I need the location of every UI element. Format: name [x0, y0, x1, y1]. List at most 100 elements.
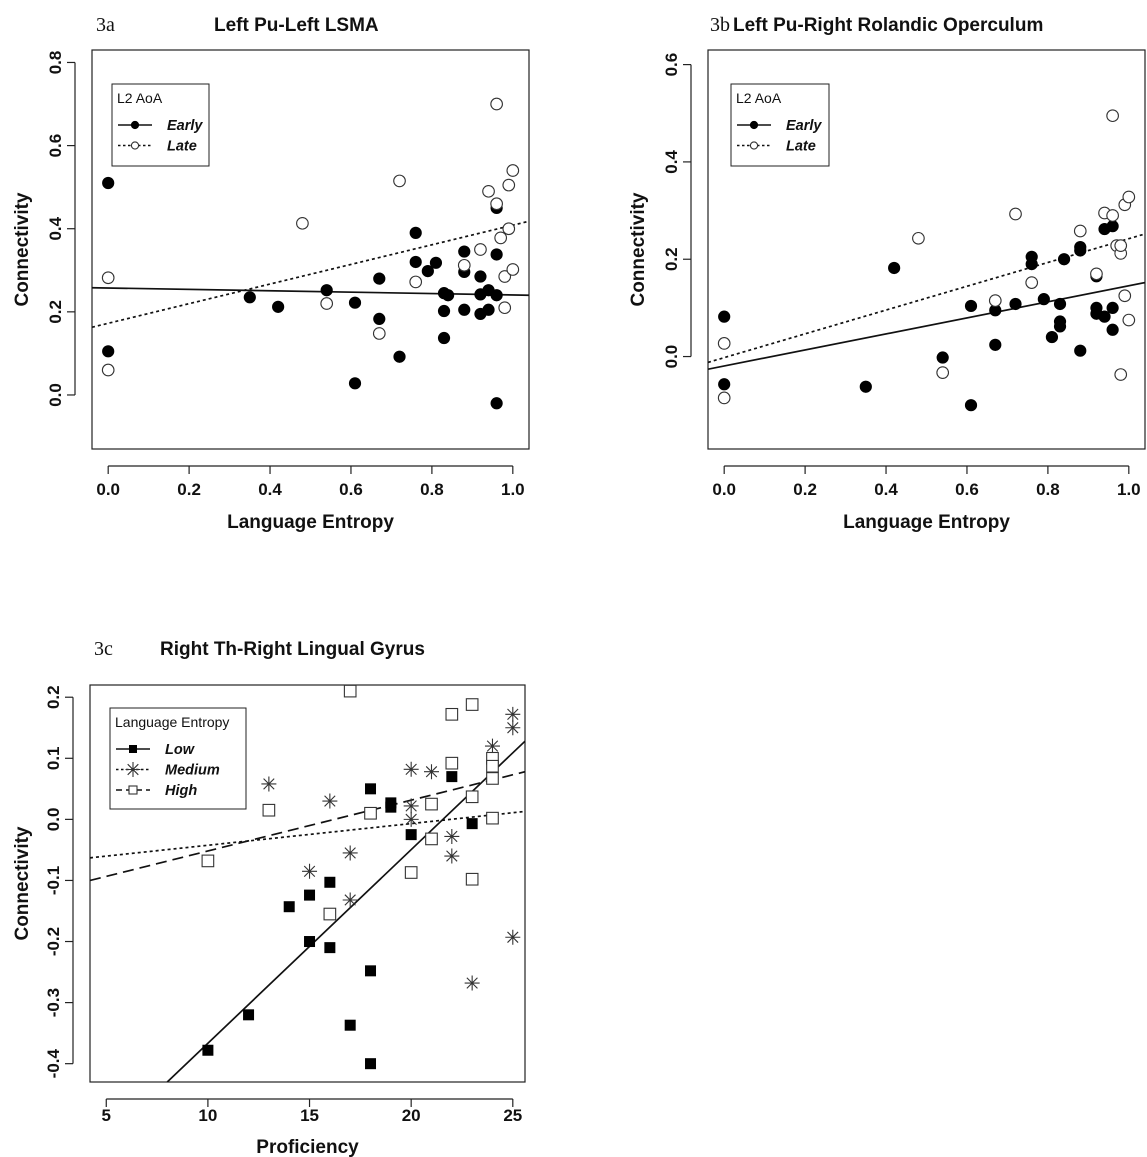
data-point-early — [490, 289, 503, 302]
data-point-low — [405, 829, 417, 841]
data-point-late — [457, 258, 471, 272]
data-point-early — [989, 338, 1002, 351]
data-point-late — [502, 178, 516, 192]
data-point-early — [1053, 320, 1067, 333]
data-point-late — [101, 271, 115, 285]
data-point-medium — [322, 793, 338, 809]
data-point-late — [506, 263, 520, 276]
y-tick-label: 0.6 — [46, 134, 65, 158]
data-point-medium — [505, 929, 521, 945]
y-tick-label: 0.0 — [44, 808, 63, 832]
legend-label: Late — [786, 139, 816, 155]
plot-area — [708, 233, 1145, 371]
data-point-early — [490, 248, 503, 261]
data-point-early — [272, 300, 285, 313]
data-point-early — [1106, 301, 1119, 314]
legend-marker-early — [749, 120, 759, 130]
data-point-early — [474, 270, 487, 283]
fit-line-low — [166, 740, 525, 1082]
chart-panel-3a: 3a Left Pu-Left LSMA 0.0 0.2 0.4 0.6 0.8 1.0 0.0… — [12, 14, 530, 533]
data-point-early — [393, 350, 406, 363]
series-late — [101, 97, 520, 377]
data-point-early — [102, 345, 115, 358]
data-point-early — [373, 272, 386, 285]
data-point-high — [425, 797, 438, 811]
data-point-medium — [444, 848, 460, 864]
data-point-low — [283, 901, 295, 913]
legend-marker-late — [130, 141, 140, 150]
data-point-early — [888, 261, 901, 275]
data-point-high — [486, 759, 499, 773]
data-point-late — [717, 337, 731, 350]
data-point-late — [1122, 313, 1136, 327]
x-axis-label: Proficiency — [256, 1137, 359, 1157]
x-tick-label: 0.8 — [420, 480, 444, 499]
series-medium — [261, 706, 521, 991]
data-point-medium — [484, 738, 500, 754]
legend-marker-early — [130, 120, 140, 130]
x-axis-label: Language Entropy — [843, 512, 1010, 533]
chart-title: Left Pu-Right Rolandic Operculum — [733, 15, 1043, 36]
data-point-early — [441, 289, 455, 302]
data-point-late — [474, 243, 487, 256]
fit-line-early — [708, 281, 1145, 371]
data-point-high — [343, 684, 357, 698]
data-point-early — [243, 291, 256, 304]
data-point-early — [482, 303, 495, 316]
legend-title: L2 AoA — [117, 90, 163, 106]
legend-label: Medium — [165, 763, 220, 779]
x-tick-label: 0.2 — [177, 480, 201, 499]
data-point-early — [1106, 220, 1119, 233]
data-point-low — [466, 818, 478, 830]
x-tick-label: 0.2 — [793, 480, 817, 499]
data-point-early — [102, 176, 115, 190]
data-point-early — [1098, 310, 1111, 323]
legend-marker-medium — [125, 762, 141, 777]
data-point-low — [446, 771, 458, 783]
y-axis-label: Connectivity — [12, 192, 33, 306]
data-point-early — [1025, 257, 1038, 271]
x-tick-label: 20 — [402, 1106, 421, 1125]
data-point-late — [101, 363, 115, 377]
data-point-late — [482, 184, 495, 198]
data-point-high — [201, 854, 215, 868]
data-point-late — [1114, 368, 1128, 381]
data-point-early — [859, 380, 872, 393]
data-point-late — [502, 222, 516, 236]
fit-line-medium — [90, 810, 525, 859]
data-point-medium — [423, 764, 439, 780]
series-low — [202, 771, 478, 1070]
data-point-early — [936, 351, 949, 364]
data-point-early — [1037, 293, 1050, 306]
data-point-medium — [342, 892, 358, 908]
data-point-late — [1106, 209, 1119, 222]
y-tick-label: 0.6 — [662, 53, 681, 77]
y-tick-label: -0.4 — [44, 1048, 63, 1078]
data-point-early — [421, 265, 434, 278]
data-point-late — [498, 270, 512, 283]
data-point-early — [1074, 344, 1087, 357]
data-point-low — [304, 889, 316, 901]
data-point-early — [429, 256, 443, 269]
x-tick-label: 15 — [300, 1106, 319, 1125]
data-point-early — [490, 397, 503, 410]
data-point-early — [1106, 323, 1119, 336]
x-tick-label: 0.4 — [258, 480, 282, 499]
data-point-early — [1009, 297, 1022, 311]
series-early — [718, 220, 1119, 412]
data-point-early — [1057, 253, 1071, 266]
data-point-early — [1045, 330, 1059, 344]
data-point-early — [320, 284, 333, 297]
x-axis-label: Language Entropy — [227, 512, 394, 533]
data-point-early — [964, 299, 978, 313]
data-point-medium — [261, 776, 277, 792]
data-point-early — [373, 312, 386, 326]
data-point-early — [437, 331, 451, 345]
data-point-early — [458, 303, 471, 316]
data-point-medium — [444, 828, 460, 844]
y-tick-label: 0.4 — [662, 150, 681, 174]
data-point-late — [490, 197, 503, 211]
legend-marker-low — [129, 745, 137, 753]
data-point-medium — [464, 975, 480, 991]
